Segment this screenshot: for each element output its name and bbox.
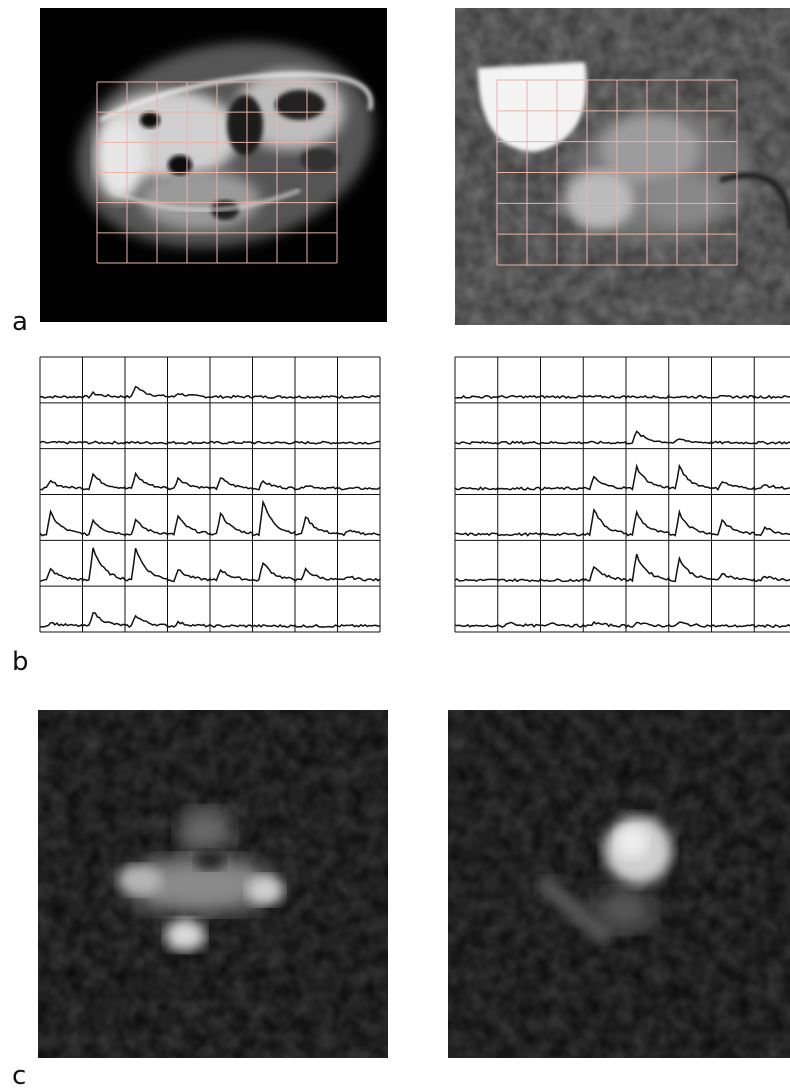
page: a b c (() => { const data = JSON.parse(d…: [0, 0, 790, 1090]
panel-label: c: [12, 1061, 26, 1090]
signal-curve: [455, 510, 790, 536]
mri-image-left: [40, 8, 393, 322]
map-image-left: [38, 710, 388, 1058]
figure: a b c: [0, 0, 790, 1090]
panel-label: b: [12, 647, 29, 677]
signal-curve: [455, 554, 790, 581]
mri-image-right: [455, 8, 790, 325]
signal-curve: [455, 622, 790, 627]
signal-curve: [455, 431, 790, 444]
map-image-right: [448, 710, 790, 1058]
signal-curve: [455, 396, 790, 399]
curve-grids: [40, 357, 790, 632]
panel-label: a: [12, 307, 28, 337]
signal-curve: [455, 466, 790, 490]
